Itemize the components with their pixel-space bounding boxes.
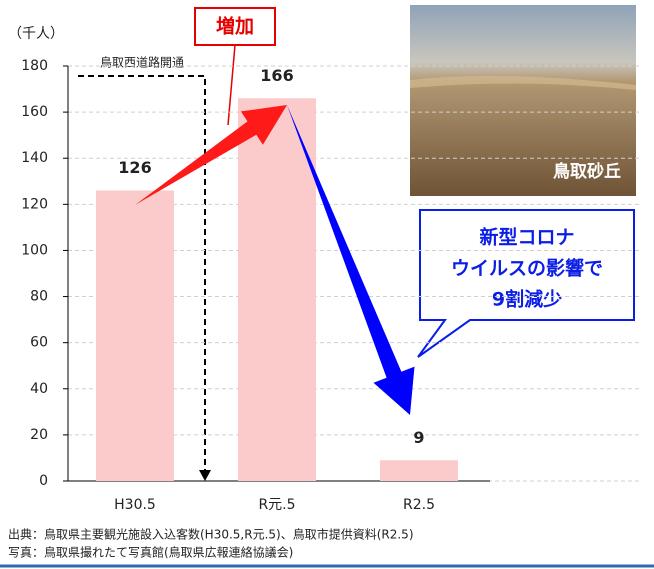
- bar: [238, 98, 316, 482]
- callout-text: 新型コロナ: [479, 226, 574, 249]
- source-note: 出典：鳥取県主要観光施設入込客数(H30.5,R元.5)、鳥取市提供資料(R2.…: [8, 527, 414, 542]
- increase-arrow: [135, 105, 287, 205]
- dune: [410, 76, 636, 90]
- y-tick-label: 80: [30, 289, 48, 305]
- increase-label: 増加: [216, 15, 254, 38]
- y-tick-label: 120: [21, 196, 48, 212]
- source-note: 写真：鳥取県撮れたて写真館(鳥取県広報連絡協議会): [8, 545, 293, 560]
- y-tick-label: 0: [39, 473, 48, 489]
- y-tick-label: 60: [30, 335, 48, 351]
- bar: [96, 190, 174, 481]
- bar: [380, 460, 458, 481]
- increase-box: [194, 7, 276, 46]
- decrease-arrow: [287, 105, 415, 415]
- road-label: 鳥取西道路開通: [100, 55, 184, 70]
- x-tick-label: R2.5: [403, 497, 435, 513]
- callout-text: 9割減少: [492, 288, 562, 311]
- data-label: 9: [413, 428, 424, 447]
- callout-box: [417, 209, 635, 358]
- y-tick-label: 140: [21, 150, 48, 166]
- road-dashed-line: [78, 75, 206, 472]
- data-label: 166: [260, 66, 293, 85]
- increase-pointer: [227, 44, 236, 126]
- x-tick-label: R元.5: [258, 497, 295, 513]
- data-label: 126: [118, 158, 151, 177]
- y-tick-label: 180: [21, 58, 48, 74]
- x-tick-label: H30.5: [114, 497, 156, 513]
- y-tick-label: 100: [21, 242, 48, 258]
- callout-text: ウイルスの影響で: [451, 257, 603, 280]
- y-tick-label: 40: [30, 381, 48, 397]
- unit-label: （千人）: [8, 26, 64, 42]
- y-tick-label: 20: [30, 427, 48, 443]
- road-arrowhead: [199, 470, 211, 481]
- photo: [410, 5, 636, 196]
- y-tick-label: 160: [21, 104, 48, 120]
- photo-caption: 鳥取砂丘: [553, 161, 621, 182]
